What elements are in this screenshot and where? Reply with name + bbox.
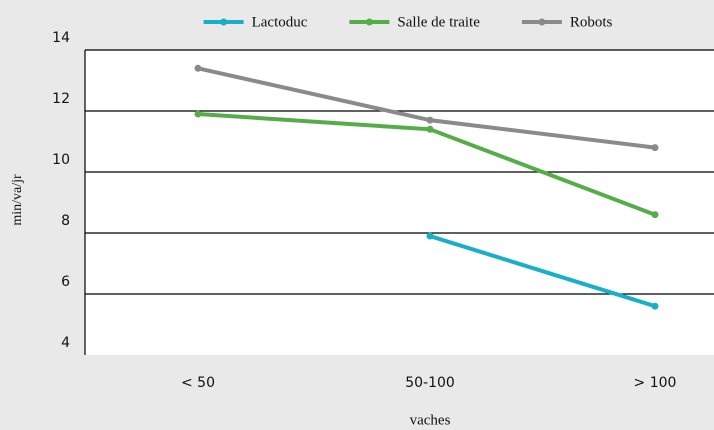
y-tick-label: 4 bbox=[61, 335, 70, 351]
legend-item: Lactoduc bbox=[203, 14, 308, 30]
legend-dot bbox=[365, 18, 373, 26]
y-tick-label: 14 bbox=[52, 30, 70, 46]
legend-label: Salle de traite bbox=[397, 14, 480, 30]
x-tick-label: 50-100 bbox=[405, 375, 455, 391]
y-tick-label: 12 bbox=[52, 91, 70, 107]
point bbox=[651, 211, 659, 219]
y-tick-label: 8 bbox=[61, 213, 70, 229]
legend-label: Lactoduc bbox=[252, 14, 308, 30]
legend-label: Robots bbox=[570, 14, 613, 30]
point bbox=[651, 302, 659, 310]
legend-dot bbox=[538, 18, 546, 26]
point bbox=[194, 110, 202, 118]
point bbox=[194, 64, 202, 72]
x-tick-label: > 100 bbox=[634, 375, 677, 391]
y-axis-label: min/va/jr bbox=[10, 174, 25, 226]
legend-item: Robots bbox=[521, 14, 613, 30]
point bbox=[426, 125, 434, 133]
series-line bbox=[429, 234, 656, 309]
legend-dot bbox=[220, 18, 228, 26]
legend-item: Salle de traite bbox=[349, 14, 480, 30]
x-axis-label: vaches bbox=[410, 412, 451, 428]
point bbox=[426, 232, 434, 240]
y-tick-label: 6 bbox=[61, 274, 70, 290]
plot-area bbox=[85, 50, 714, 355]
y-tick-label: 10 bbox=[52, 152, 70, 168]
point bbox=[426, 116, 434, 124]
x-tick-label: < 50 bbox=[181, 375, 215, 391]
point bbox=[651, 144, 659, 152]
